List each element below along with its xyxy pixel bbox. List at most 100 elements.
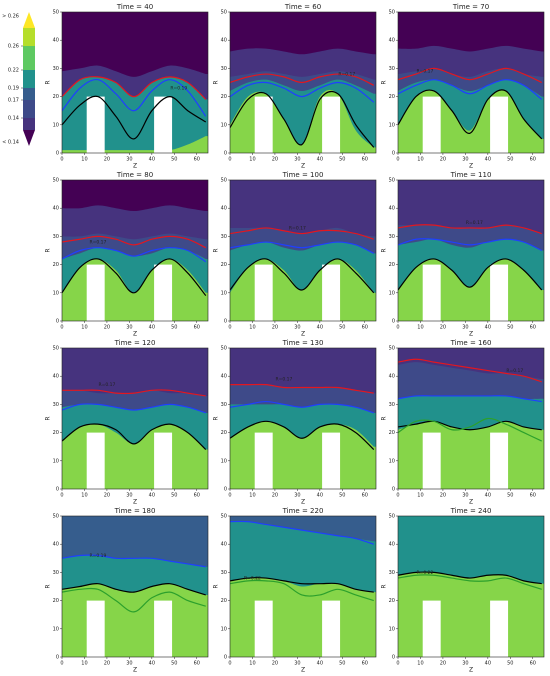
x-tick-label: 20 [272, 661, 278, 667]
contour-line [62, 587, 206, 613]
contour-label: R=0.17 [289, 225, 306, 231]
obstacle [322, 432, 341, 489]
axes-frame [397, 347, 545, 490]
colorbar-band [23, 70, 35, 88]
y-tick-label: 20 [221, 430, 227, 436]
chart-title: Time = 70 [452, 3, 489, 11]
y-tick-label: 0 [56, 151, 59, 157]
obstacle [322, 96, 341, 153]
x-tick-label: 40 [149, 493, 155, 499]
y-tick-label: 50 [389, 514, 395, 520]
contour-label: R=0.17 [89, 240, 106, 246]
colorbar-band [23, 88, 35, 100]
axes-frame [229, 515, 377, 658]
x-tick-label: 10 [81, 157, 87, 163]
x-tick-label: 60 [362, 325, 368, 331]
plot-area: R=0.22 [398, 516, 544, 657]
x-tick-label: 10 [249, 157, 255, 163]
colorbar-tick-label: 0.22 [8, 68, 19, 74]
contour-label: R=0.22 [416, 570, 433, 576]
y-axis-label: R [213, 248, 220, 252]
contour-line [230, 383, 374, 394]
y-tick-label: 0 [56, 319, 59, 325]
panel: R=0.22 0 10 20 30 40 50 60 0 10 20 30 40 50 Time = 220… [213, 507, 377, 674]
x-tick-label: 10 [81, 325, 87, 331]
x-axis-label: Z [469, 499, 473, 506]
contour-line [62, 95, 207, 140]
contour-label: R=0.17 [416, 69, 433, 75]
x-tick-label: 40 [485, 493, 491, 499]
x-tick-label: 0 [396, 325, 399, 331]
x-tick-label: 40 [149, 157, 155, 163]
y-tick-label: 0 [224, 487, 227, 493]
y-tick-label: 50 [221, 178, 227, 184]
y-axis-label: R [381, 584, 388, 588]
x-tick-label: 20 [272, 157, 278, 163]
x-tick-label: 30 [294, 661, 300, 667]
y-axis-label: R [381, 248, 388, 252]
x-tick-label: 20 [440, 325, 446, 331]
y-tick-label: 10 [53, 626, 59, 632]
y-tick-label: 50 [221, 514, 227, 520]
y-tick-label: 50 [389, 10, 395, 16]
contour-label: R=0.17 [506, 368, 523, 374]
y-tick-label: 30 [221, 402, 227, 408]
y-tick-label: 30 [53, 402, 59, 408]
contour-line [62, 389, 206, 397]
contour-line [62, 403, 206, 414]
contour-band [62, 136, 208, 153]
contour-line [62, 583, 206, 596]
panel: R=0.17 0 10 20 30 40 50 60 0 10 20 30 40 50 Time = 120… [45, 339, 209, 506]
chart-title: Time = 60 [284, 3, 321, 11]
obstacle [254, 96, 273, 153]
x-tick-label: 30 [126, 493, 132, 499]
axes-frame [61, 515, 209, 658]
y-axis-label: R [45, 248, 52, 252]
y-tick-label: 50 [53, 178, 59, 184]
contour-line [230, 227, 374, 240]
x-tick-label: 40 [317, 325, 323, 331]
chart-title: Time = 100 [282, 171, 324, 179]
obstacle [422, 264, 441, 321]
y-tick-label: 30 [53, 66, 59, 72]
x-tick-label: 40 [485, 325, 491, 331]
panel: R=0.19 0 10 20 30 40 50 60 0 10 20 30 40 50 Time = 40 Z… [45, 3, 209, 170]
y-tick-label: 20 [389, 262, 395, 268]
contour-band [398, 572, 544, 657]
y-tick-label: 40 [221, 542, 227, 548]
contour-line [230, 241, 375, 254]
colorbar-tick-label: 0.26 [8, 44, 19, 50]
x-tick-label: 0 [228, 493, 231, 499]
colorbar-tick-label: 0.17 [8, 98, 19, 104]
y-tick-label: 0 [56, 487, 59, 493]
colorbar-tick-label: 0.14 [8, 116, 19, 122]
y-tick-label: 20 [389, 94, 395, 100]
contour-line [62, 258, 207, 296]
x-tick-label: 40 [317, 493, 323, 499]
panel: R=0.17 0 10 20 30 40 50 60 0 10 20 30 40 50 Time = 160… [381, 339, 545, 506]
plot-area: R=0.17 [230, 348, 376, 489]
contour-line [398, 571, 542, 585]
contour-line [230, 258, 375, 294]
x-tick-label: 30 [462, 157, 468, 163]
plot-area: R=0.17 [398, 12, 544, 153]
panel: R=0.22 0 10 20 30 40 50 60 0 10 20 30 40 50 Time = 240… [381, 507, 545, 674]
y-tick-label: 30 [389, 234, 395, 240]
y-tick-label: 10 [389, 458, 395, 464]
x-tick-label: 50 [171, 325, 177, 331]
contour-line [398, 395, 542, 403]
obstacle [490, 264, 509, 321]
y-tick-label: 30 [389, 402, 395, 408]
plot-area: R=0.17 [62, 348, 208, 489]
x-tick-label: 20 [440, 661, 446, 667]
axes-frame [229, 11, 377, 154]
contour-line [398, 420, 542, 431]
y-axis-label: R [381, 80, 388, 84]
y-tick-label: 20 [389, 598, 395, 604]
x-axis-label: Z [469, 667, 473, 674]
panel: R=0.17 0 10 20 30 40 50 60 0 10 20 30 40 50 Time = 70 Z… [381, 3, 545, 170]
x-tick-label: 10 [417, 325, 423, 331]
contour-line [230, 579, 374, 602]
y-tick-label: 30 [221, 570, 227, 576]
contour-line [62, 423, 207, 450]
